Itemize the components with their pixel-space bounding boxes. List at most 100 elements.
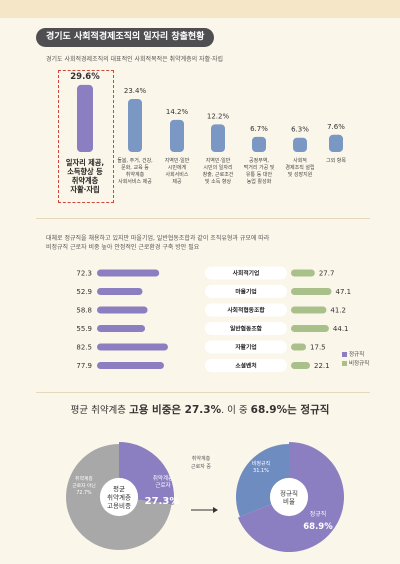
category-label-2-line-0: 지역민·일반 (164, 158, 190, 164)
category-pill-3 (205, 322, 287, 335)
bar-4 (252, 136, 266, 152)
category-label-2: 지역민·일반 시민에게 사회서비스 제공 (157, 158, 197, 186)
category-label-2-line-1: 시민에게 (167, 165, 187, 171)
nonregular-bar-5 (291, 362, 311, 369)
chart2-note-line2: 비정규직 근로자 비중 높아 안정적인 근로환경 구축 방안 필요 (46, 244, 200, 251)
category-label-0-line-2: 취약계층 (71, 176, 99, 185)
regular-bar-3 (97, 325, 146, 332)
nonregular-value-label-1: 47.1 (336, 288, 352, 296)
regular-bar-2 (97, 306, 148, 314)
category-pill-5 (205, 359, 287, 372)
divider-1 (36, 218, 370, 219)
category-label-2-line-3: 제공 (172, 179, 182, 185)
legend-nonregular-swatch (342, 361, 347, 366)
legend-nonregular: 비정규직 (342, 359, 369, 367)
regular-value-label-3: 55.9 (76, 325, 92, 333)
category-label-1-line-3: 사회서비스 제공 (118, 179, 152, 185)
bar-0 (77, 84, 93, 152)
arrow-label: 취약계층 근로자 중 (181, 455, 221, 471)
pie0-center-line-1: 취약계층 (107, 493, 131, 502)
pie0-rest-label-line-1: 근로자 아닌 (72, 482, 96, 489)
bar-value-label-0: 29.6% (70, 72, 100, 82)
category-label-0: 일자리 제공, 소득향상 등 취약계층 자활·자립 (58, 158, 112, 194)
pie1-center-line-0: 정규직 (280, 488, 298, 497)
category-label-4-line-1: 먹거리 가공 및 (243, 165, 275, 171)
legend-regular: 정규직 (342, 350, 364, 358)
top-decorative-strip (0, 0, 400, 18)
pie0-rest-label-line-2: 72.7% (76, 490, 92, 496)
category-label-4-line-0: 공정무역, (249, 158, 269, 164)
chart2-note-line1: 대체로 정규직을 채용하고 있지만 마을기업, 일반협동조합과 같이 조직유형과… (46, 235, 270, 242)
arrow-label-line2: 근로자 중 (191, 464, 211, 470)
bar-value-label-2: 14.2% (166, 108, 189, 116)
arrow-head (213, 507, 218, 513)
headline-prefix: 평균 취약계층 (70, 405, 130, 416)
nonregular-value-label-2: 41.2 (330, 307, 346, 315)
category-label-4: 공정무역, 먹거리 가공 및 유통 등 대안 농업 활성화 (239, 158, 279, 186)
bar-value-label-1: 23.4% (124, 87, 147, 95)
pie0-rest-label-line-0: 취약계층 (75, 475, 93, 482)
legend-regular-swatch (342, 352, 347, 357)
category-label-4-line-2: 유통 등 대안 (245, 172, 273, 178)
pie1-center-line-1: 비율 (283, 497, 295, 506)
bar-2 (170, 119, 184, 152)
category-label-3: 일반협동조합 (230, 325, 263, 333)
regular-bar-5 (97, 362, 164, 369)
category-label-3-line-2: 창출, 근로조건 (202, 172, 234, 178)
bar-value-label-4: 6.7% (250, 125, 268, 133)
pie0-center-hole (99, 477, 139, 517)
headline-bold-1: 고용 비중은 27.3% (129, 404, 222, 416)
bar-6 (329, 134, 343, 152)
category-label-2-line-2: 사회서비스 (165, 172, 189, 178)
category-label-3-line-3: 및 소득 향상 (204, 179, 232, 185)
nonregular-value-label-5: 22.1 (314, 362, 330, 370)
category-label-3-line-1: 시민의 일자리 (203, 165, 233, 171)
category-label-0-line-0: 일자리 제공, (65, 158, 105, 167)
category-label-5: 사회적 경제조직 설립 및 성장지원 (280, 158, 320, 179)
highlight-box (58, 70, 114, 203)
category-label-1-line-1: 문화, 교육 등 (121, 165, 149, 171)
legend-regular-label: 정규직 (349, 352, 365, 358)
pie1-rest-label-line-0: 비정규직 (252, 460, 270, 467)
category-label-3-line-0: 지역민·일반 (205, 158, 231, 164)
pie1-center-hole (269, 477, 309, 517)
category-pill-2 (205, 303, 287, 317)
pie0-hl-value-label: 27.3% (145, 496, 180, 507)
bar-value-label-5: 6.3% (291, 126, 309, 134)
pie1-hl-value-label: 68.9% (303, 522, 333, 532)
regular-bar-1 (97, 288, 143, 295)
legend-nonregular-label: 비정규직 (349, 361, 370, 367)
nonregular-bar-4 (291, 343, 307, 351)
category-label-4-line-3: 농업 활성화 (246, 179, 272, 185)
bar-value-label-6: 7.6% (327, 123, 345, 131)
regular-bar-0 (97, 269, 160, 277)
pie0-center-line-2: 고용비중 (107, 501, 131, 510)
bar-3 (211, 124, 225, 152)
headline-bold-2: 68.9%는 정규직 (250, 404, 330, 416)
nonregular-bar-2 (291, 306, 327, 314)
purpose-bar-chart: 29.6% 23.4% 14.2% 12.2% 6.7% 6.3% 7.6% (70, 72, 345, 152)
category-label-5-line-0: 사회적 (293, 158, 307, 164)
regular-value-label-1: 52.9 (76, 288, 92, 296)
nonregular-bar-0 (291, 269, 315, 277)
regular-value-label-5: 77.9 (76, 362, 92, 370)
category-label-1-line-0: 돌봄, 주거, 건강, (117, 158, 153, 164)
arrow-label-line1: 취약계층 (191, 456, 211, 462)
employment-type-chart: 72.3 27.7 사회적기업 52.9 47.1 마을기업 58.8 41.2 사회적협동조합… (76, 266, 352, 372)
pie0-center-line-0: 평균 (113, 484, 125, 493)
category-label-5-line-1: 경제조직 설립 (285, 165, 315, 171)
nonregular-value-label-0: 27.7 (319, 270, 335, 278)
category-label-1-line-2: 취약계층 (125, 172, 145, 178)
nonregular-value-label-4: 17.5 (310, 344, 326, 352)
category-label-2: 사회적협동조합 (227, 306, 265, 314)
pie0-hl-label-line-1: 근로자 (155, 481, 170, 489)
regular-value-label-4: 82.5 (76, 344, 92, 352)
category-pill-4 (205, 340, 287, 354)
pie1-hl-label-line-0: 정규직 (310, 511, 327, 518)
pie1-rest-label-line-1: 31.1% (253, 468, 269, 474)
category-label-1: 돌봄, 주거, 건강, 문화, 교육 등 취약계층 사회서비스 제공 (115, 158, 155, 186)
chart1-note: 경기도 사회적경제조직의 대표적인 사회적목적은 취약계층의 자활·자립 (46, 56, 224, 63)
bar-1 (128, 98, 142, 152)
